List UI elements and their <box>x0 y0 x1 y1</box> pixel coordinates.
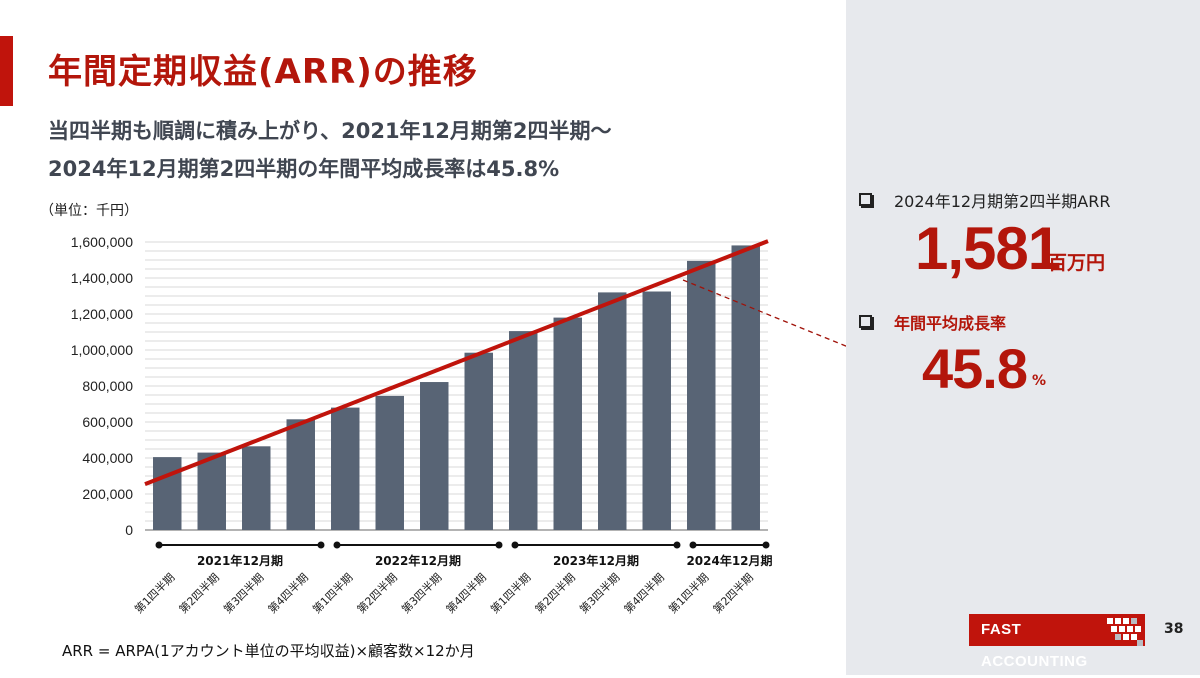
bar <box>464 352 493 530</box>
y-tick-label: 400,000 <box>82 450 133 466</box>
bar <box>197 452 226 530</box>
x-tick-label: 第3四半期 <box>398 570 444 616</box>
trend-line <box>144 239 769 486</box>
bar <box>286 419 315 530</box>
slide-subtitle: 当四半期も順調に積み上がり、2021年12月期第2四半期～ 2024年12月期第… <box>48 112 611 188</box>
subtitle-line-1: 当四半期も順調に積み上がり、2021年12月期第2四半期～ <box>48 119 612 143</box>
arr-bar-chart: 0 200,000 400,000 600,000 800,000 1,000,000 1,… <box>71 234 846 616</box>
y-tick-label: 1,000,000 <box>71 342 133 358</box>
bar <box>331 407 360 530</box>
bar <box>420 382 449 530</box>
x-tick-label: 第2四半期 <box>532 570 578 616</box>
fiscal-year-label: 2021年12月期 <box>197 553 283 568</box>
bar <box>598 292 627 530</box>
fiscal-year-bracket-end <box>689 541 697 549</box>
fiscal-year-label: 2022年12月期 <box>375 553 461 568</box>
logo-pixel-icon <box>1105 614 1145 646</box>
x-tick-label: 第2四半期 <box>354 570 400 616</box>
bar <box>375 395 404 530</box>
growth-leader-line <box>682 279 846 347</box>
fiscal-year-bracket-end <box>317 541 325 549</box>
x-tick-label: 第1四半期 <box>309 570 355 616</box>
company-logo: FAST ACCOUNTING <box>969 614 1105 670</box>
x-tick-label: 第2四半期 <box>176 570 222 616</box>
y-tick-label: 1,400,000 <box>71 270 133 286</box>
bar <box>731 245 760 531</box>
y-tick-label: 800,000 <box>82 378 133 394</box>
fiscal-year-bracket-end <box>762 541 770 549</box>
bar <box>242 446 271 530</box>
arr-kpi-value: 1,581 <box>915 215 1061 282</box>
fiscal-year-bracket-end <box>333 541 341 549</box>
bar <box>553 317 582 530</box>
fiscal-year-bracket-end <box>511 541 519 549</box>
x-tick-label: 第1四半期 <box>665 570 711 616</box>
checkbox-bullet-icon <box>859 193 872 206</box>
x-tick-label: 第3四半期 <box>576 570 622 616</box>
fiscal-year-bracket-end <box>673 541 681 549</box>
fiscal-year-bracket-end <box>495 541 503 549</box>
slide-title: 年間定期収益(ARR)の推移 <box>48 52 478 92</box>
y-tick-label: 0 <box>125 522 133 538</box>
unit-label: （単位：千円） <box>40 203 138 219</box>
bar <box>687 260 716 530</box>
x-tick-label: 第1四半期 <box>131 570 177 616</box>
arr-kpi-label-text: 2024年12月期第2四半期ARR <box>894 192 1111 211</box>
subtitle-line-2: 2024年12月期第2四半期の年間平均成長率は45.8% <box>48 157 560 181</box>
y-tick-label: 1,600,000 <box>71 234 133 250</box>
checkbox-bullet-icon <box>859 315 872 328</box>
growth-kpi-value: 45.8 <box>922 337 1028 400</box>
bar <box>642 291 671 530</box>
footnote: ARR = ARPA(1アカウント単位の平均収益)×顧客数×12か月 <box>62 642 475 660</box>
x-tick-label: 第4四半期 <box>621 570 667 616</box>
bar <box>153 457 182 530</box>
arr-kpi-unit: 百万円 <box>1048 252 1106 274</box>
x-tick-label: 第3四半期 <box>220 570 266 616</box>
bar <box>509 331 538 530</box>
x-tick-label: 第1四半期 <box>487 570 533 616</box>
fiscal-year-bracket-end <box>155 541 163 549</box>
y-tick-label: 600,000 <box>82 414 133 430</box>
y-tick-label: 200,000 <box>82 486 133 502</box>
growth-kpi-unit: % <box>1032 373 1047 389</box>
fiscal-year-label: 2024年12月期 <box>686 553 772 568</box>
y-tick-label: 1,200,000 <box>71 306 133 322</box>
arr-kpi-label: 2024年12月期第2四半期ARR <box>859 188 1110 212</box>
fiscal-year-label: 2023年12月期 <box>553 553 639 568</box>
growth-kpi-label: 年間平均成長率 <box>859 310 1006 334</box>
x-tick-label: 第4四半期 <box>443 570 489 616</box>
page-number: 38 <box>1164 621 1184 637</box>
x-tick-label: 第4四半期 <box>265 570 311 616</box>
title-accent-bar <box>0 36 13 106</box>
growth-kpi-label-text: 年間平均成長率 <box>894 314 1007 333</box>
x-tick-label: 第2四半期 <box>710 570 756 616</box>
kpi-panel <box>846 0 1200 675</box>
